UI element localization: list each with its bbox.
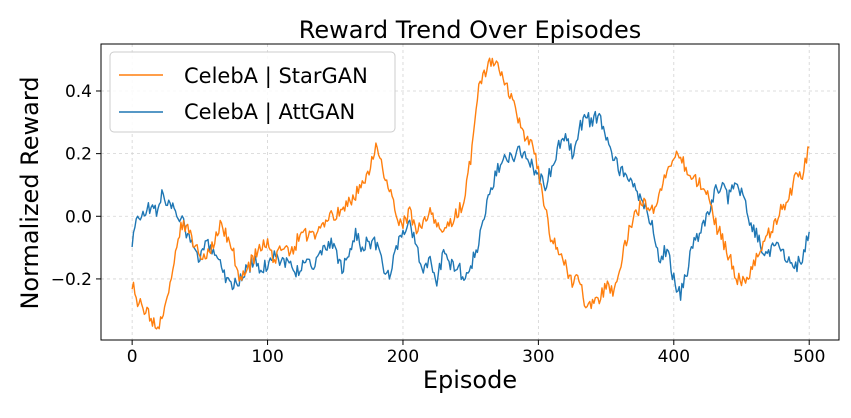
grid <box>101 44 839 340</box>
plot-lines <box>131 57 810 330</box>
y-tick-label: −0.2 <box>51 270 92 290</box>
series-line-attgan <box>131 110 810 301</box>
y-axis-ticks: −0.2 0.0 0.2 0.4 <box>51 82 101 290</box>
y-tick-label: 0.4 <box>65 82 92 102</box>
x-axis-ticks: 0 100 200 300 400 500 <box>127 340 825 367</box>
x-tick-label: 100 <box>251 347 283 367</box>
legend: CelebA | StarGAN CelebA | AttGAN <box>109 51 396 133</box>
x-axis-title: Episode <box>423 366 517 394</box>
y-tick-label: 0.0 <box>65 207 92 227</box>
legend-label-attgan: CelebA | AttGAN <box>184 100 355 125</box>
y-tick-label: 0.2 <box>65 145 92 165</box>
y-axis-title: Normalized Reward <box>16 76 44 309</box>
legend-label-stargan: CelebA | StarGAN <box>184 64 368 89</box>
x-tick-label: 200 <box>387 347 419 367</box>
x-tick-label: 500 <box>793 347 825 367</box>
chart-title: Reward Trend Over Episodes <box>299 16 641 44</box>
legend-box <box>109 51 396 133</box>
x-tick-label: 0 <box>127 347 138 367</box>
x-tick-label: 300 <box>522 347 554 367</box>
plot-frame <box>100 43 840 341</box>
x-tick-label: 400 <box>658 347 690 367</box>
series-line-stargan <box>131 57 810 330</box>
